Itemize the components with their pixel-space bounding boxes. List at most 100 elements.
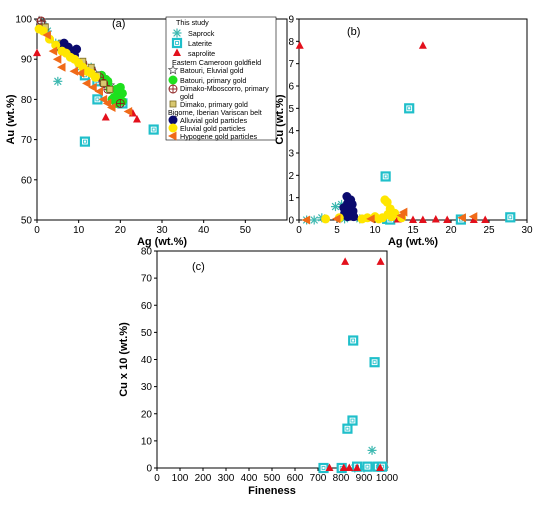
panel-a-xtick-label: 0 xyxy=(34,225,40,236)
panel-b-point-alluvial xyxy=(339,203,349,213)
legend-batouri-primary-marker xyxy=(168,75,178,85)
panel-b-xtick-label: 10 xyxy=(369,225,381,236)
panel-b-ytick-label: 8 xyxy=(288,37,294,48)
panel-b-xtick-label: 0 xyxy=(296,225,302,236)
panel-b-x-axis-label: Ag (wt.%) xyxy=(388,236,438,248)
panel-a-xtick-label: 50 xyxy=(240,225,252,236)
panel-a-point-hypogene xyxy=(75,68,85,78)
panel-c-xtick-label: 300 xyxy=(218,473,235,484)
panel-c-y-axis-label: Cu x 10 (wt.%) xyxy=(118,322,130,397)
panel-a-point-hypogene xyxy=(123,106,133,116)
legend-symbol-eluvial_particles xyxy=(168,123,178,133)
panel-a-point-dimako_primary xyxy=(106,85,114,93)
panel-a-point-batouri_primary xyxy=(111,84,121,94)
panel-a-xtick-label: 20 xyxy=(115,225,127,236)
panel-c-ytick-label: 60 xyxy=(141,301,153,312)
panel-b-ytick-label: 5 xyxy=(288,104,294,115)
panel-a-xtick-label: 10 xyxy=(73,225,85,236)
panel-a-point-hypogene xyxy=(88,82,97,92)
legend-hypogene-label: Hypogene gold particles xyxy=(180,132,258,141)
panel-c-x-axis-label: Fineness xyxy=(248,485,296,497)
panel-b-ytick-label: 6 xyxy=(288,82,294,93)
panel-a-point-laterite xyxy=(79,136,91,147)
panel-a-ytick-label: 90 xyxy=(21,55,33,66)
legend-alluvial-label: Alluvial gold particles xyxy=(180,116,248,125)
panel-b-point-eluvial_particles xyxy=(321,214,331,224)
panel-b-xtick-label: 15 xyxy=(407,225,419,236)
panel-b-ytick-label: 1 xyxy=(288,193,294,204)
panel-c-ytick-label: 10 xyxy=(141,436,153,447)
panel-a-point-hypogene xyxy=(69,66,78,76)
panel-a-point-hypogene xyxy=(94,86,103,96)
panel-b-point-laterite xyxy=(404,103,415,114)
legend-hypogene-marker xyxy=(168,131,177,141)
legend-alluvial-marker xyxy=(168,115,178,125)
legend-saprock-label: Saprock xyxy=(188,29,215,38)
panel-c-ytick-label: 70 xyxy=(141,274,153,285)
panel-c-point-laterite xyxy=(348,335,359,346)
panel-b-point-eluvial_particles xyxy=(357,214,367,224)
panel-a-point-batouri_primary xyxy=(117,96,127,106)
panel-a-chart: 0 10 20 30 40 50 50 60 70 80 90 100 Ag (wt.%) Au (wt.… xyxy=(5,15,288,248)
panel-c-xtick-label: 900 xyxy=(356,473,373,484)
panel-c-ytick-label: 30 xyxy=(141,382,153,393)
panel-c-xtick-label: 700 xyxy=(310,473,327,484)
panel-a-ytick-label: 80 xyxy=(21,95,33,106)
panel-c-point-laterite xyxy=(347,415,358,426)
panel-b-point-saprolite xyxy=(409,215,417,223)
panel-c-point-saprock xyxy=(367,445,377,455)
panel-a-ytick-label: 70 xyxy=(21,135,33,146)
panel-c-point-laterite xyxy=(342,423,353,434)
legend-batouri-eluvial-marker xyxy=(167,64,179,75)
panel-a-point-hypogene xyxy=(102,98,112,108)
panel-c-ytick-label: 80 xyxy=(141,247,153,258)
panel-a-point-dimako_mboscorro xyxy=(115,98,125,108)
panel-c-ytick-label: 40 xyxy=(141,355,153,366)
panel-c-point-saprolite xyxy=(339,463,348,471)
panel-c-xtick-label: 600 xyxy=(287,473,304,484)
panel-a-point-eluvial_particles xyxy=(38,26,48,36)
legend-batouri-primary-label: Batouri, primary gold xyxy=(180,76,246,85)
panel-a-point-saprolite xyxy=(33,48,41,57)
panel-b-point-saprolite xyxy=(418,215,427,223)
panel-a-point-dimako_primary xyxy=(100,79,108,87)
legend-saprolite-marker xyxy=(173,48,181,56)
panel-b-panel-label: (b) xyxy=(347,26,360,38)
panel-c-xtick-label: 0 xyxy=(154,473,160,484)
panel-a-point-saprolite xyxy=(101,112,110,121)
panel-a-point-hypogene xyxy=(42,30,51,40)
panel-b-point-hypogene xyxy=(332,214,341,224)
panel-a-point-hypogene xyxy=(98,94,108,104)
panel-b-point-hypogene xyxy=(366,214,375,224)
panel-b-point-hypogene xyxy=(468,212,478,222)
panel-b-point-eluvial_particles xyxy=(382,197,392,207)
panel-b-xtick-label: 25 xyxy=(483,225,495,236)
panel-b-xtick-label: 5 xyxy=(334,225,340,236)
panel-a-point-saprolite xyxy=(133,115,141,123)
legend: This study Saprock Laterite saprolite Ea… xyxy=(165,16,277,141)
panel-b-point-laterite xyxy=(505,212,516,223)
panel-b-ytick-label: 3 xyxy=(288,149,294,160)
panel-c-point-saprolite xyxy=(345,463,354,471)
panel-c-point-saprolite xyxy=(376,257,385,265)
panel-a-point-hypogene xyxy=(48,46,58,56)
legend-heading-eastern-cameroon: Eastern Cameroon goldfield xyxy=(172,58,261,67)
legend-symbol-dimako_mboscorro xyxy=(168,84,178,94)
panel-a-ytick-label: 100 xyxy=(15,15,32,26)
panel-b-point-hypogene xyxy=(398,207,408,217)
panel-b-point-saprolite xyxy=(295,41,304,49)
panel-a-ytick-label: 60 xyxy=(21,175,33,186)
panel-b-xtick-label: 30 xyxy=(521,225,533,236)
legend-heading-this-study: This study xyxy=(176,18,209,27)
panel-b-point-hypogene xyxy=(457,213,466,223)
panel-b-point-saprolite xyxy=(443,215,452,223)
legend-eluvial-marker xyxy=(168,123,178,133)
panel-a-ytick-label: 50 xyxy=(21,216,33,227)
legend-dimako-primary-marker xyxy=(169,100,177,108)
legend-saprolite-label: saprolite xyxy=(188,49,215,58)
panel-a-point-saprock xyxy=(53,76,63,86)
panel-a-x-axis-label: Ag (wt.%) xyxy=(137,236,187,248)
panel-b-ytick-label: 4 xyxy=(288,126,294,137)
legend-batouri-eluvial-label: Batouri, Eluvial gold xyxy=(180,66,244,75)
panel-c-point-saprolite xyxy=(353,463,362,471)
